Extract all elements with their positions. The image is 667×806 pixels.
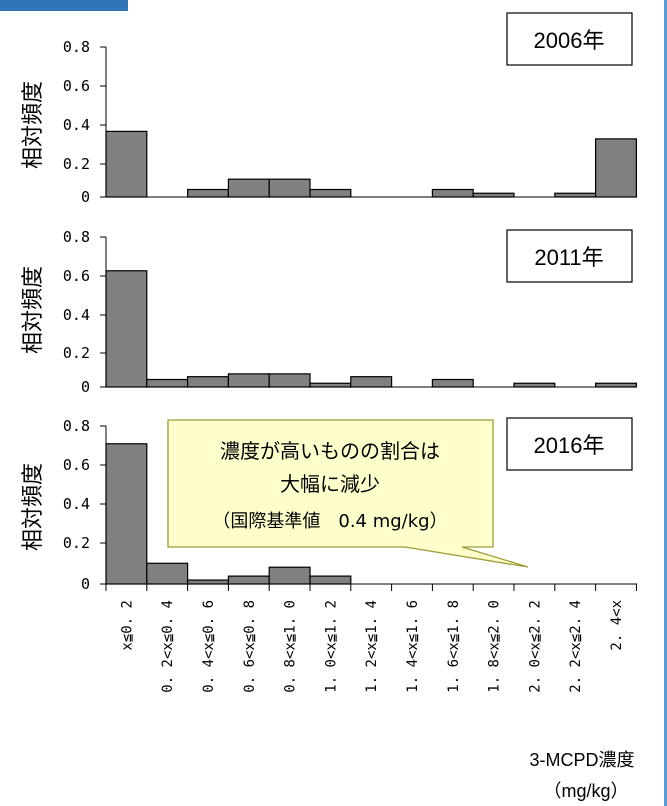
histogram-bar: [146, 562, 189, 585]
top-accent-bar: [0, 0, 128, 11]
panel-2011: 相対頻度 0.8 0.6 0.4 0.2 0 2011年: [21, 228, 637, 396]
histogram-bar: [431, 378, 474, 388]
histogram-bar: [187, 188, 230, 198]
histogram-bar: [350, 376, 393, 388]
y-axis-label-2006: 相対頻度: [21, 81, 46, 169]
x-category-label: 1. 2<x≦1. 4: [364, 600, 380, 693]
histogram-bar: [594, 382, 637, 388]
x-category-label: 1. 4<x≦1. 6: [405, 600, 421, 693]
histogram-bar: [309, 575, 352, 585]
histogram-bar: [227, 178, 270, 198]
histogram-bar: [105, 270, 148, 388]
x-category-label: 2. 4<x: [609, 600, 625, 651]
y-tick-label: 0.8: [63, 417, 90, 435]
y-tick-label: 0.2: [63, 155, 90, 173]
callout-line-1: 濃度が高いものの割合は: [220, 439, 440, 463]
callout-annotation: 濃度が高いものの割合は 大幅に減少 （国際基準値 0.4 mg/kg）: [167, 419, 529, 568]
y-tick-label: 0: [81, 575, 90, 593]
x-axis-ticks: [105, 584, 637, 591]
callout-line-3: （国際基準値 0.4 mg/kg）: [212, 511, 447, 532]
x-category-labels: x≦0. 2 0. 2<x≦0. 4 0. 4<x≦0. 6 0. 6<x≦0. 8 0…: [119, 600, 625, 693]
x-category-label: 2. 0<x≦2. 2: [527, 600, 543, 693]
x-category-label: 0. 4<x≦0. 6: [201, 600, 217, 693]
year-label-box-2011: [506, 229, 633, 283]
y-tick-label: 0.2: [63, 534, 90, 552]
bars-2011: [105, 270, 637, 388]
x-category-label: 0. 8<x≦1. 0: [283, 600, 299, 693]
x-category-label: 1. 0<x≦1. 2: [323, 600, 339, 693]
y-tick-label: 0.2: [63, 344, 90, 362]
right-accent-bar: [664, 0, 667, 806]
y-ticks-2011: 0.8 0.6 0.4 0.2 0: [63, 228, 90, 396]
panel-2006: 相対頻度 0.8 0.6 0.4 0.2 0 2006年: [21, 12, 637, 206]
year-label-box-2006: [506, 12, 633, 66]
y-tick-label: 0: [81, 378, 90, 396]
histogram-bar: [554, 192, 597, 198]
y-tick-label: 0.6: [63, 267, 90, 285]
y-axis-ticks: [100, 425, 106, 585]
bars-2006: [105, 130, 637, 198]
year-label-2016: 2016年: [534, 433, 605, 458]
histogram-bar: [187, 376, 230, 388]
y-tick-label: 0: [81, 188, 90, 206]
panel-2016: 相対頻度 0.8 0.6 0.4 0.2 0 2016年: [21, 417, 637, 593]
x-category-label: 2. 2<x≦2. 4: [568, 600, 584, 693]
histogram-bar: [309, 382, 352, 388]
y-axis-ticks: [100, 236, 106, 388]
histogram-bar: [105, 130, 148, 198]
histogram-bar: [146, 378, 189, 388]
x-axis-title: 3-MCPD濃度: [529, 750, 634, 770]
x-category-label: 1. 6<x≦1. 8: [446, 600, 462, 693]
histogram-bar: [513, 382, 556, 388]
histogram-bar: [309, 188, 352, 198]
histogram-bar: [105, 443, 148, 585]
histogram-bar: [268, 373, 311, 388]
y-tick-label: 0.4: [63, 495, 90, 513]
y-tick-label: 0.6: [63, 456, 90, 474]
x-category-label: 0. 6<x≦0. 8: [242, 600, 258, 693]
y-tick-label: 0.4: [63, 306, 90, 324]
y-axis-ticks: [100, 46, 106, 198]
year-label-2011: 2011年: [534, 245, 603, 270]
y-tick-label: 0.4: [63, 116, 90, 134]
histogram-bar: [268, 566, 311, 585]
histogram-bar: [227, 373, 270, 388]
year-label-box-2016: [506, 417, 633, 471]
x-category-label: 0. 2<x≦0. 4: [160, 600, 176, 693]
histogram-bar: [594, 138, 637, 198]
x-category-label: x≦0. 2: [119, 600, 135, 651]
y-ticks-2006: 0.8 0.6 0.4 0.2 0: [63, 38, 90, 206]
y-tick-label: 0.6: [63, 77, 90, 95]
callout-line-2: 大幅に減少: [280, 472, 380, 496]
histogram-bar: [472, 192, 515, 198]
x-category-label: 1. 8<x≦2. 0: [487, 600, 503, 693]
y-axis-label-2016: 相対頻度: [21, 463, 46, 551]
x-axis-unit: （mg/kg）: [543, 781, 628, 801]
histogram-bar: [227, 575, 270, 585]
y-tick-label: 0.8: [63, 228, 90, 246]
year-label-2006: 2006年: [534, 28, 605, 53]
histogram-bar: [268, 178, 311, 198]
y-tick-label: 0.8: [63, 38, 90, 56]
y-ticks-2016: 0.8 0.6 0.4 0.2 0: [63, 417, 90, 593]
callout-shape: [167, 419, 529, 568]
histogram-bar: [431, 188, 474, 198]
histogram-bar: [187, 579, 230, 585]
y-axis-label-2011: 相対頻度: [21, 266, 46, 354]
